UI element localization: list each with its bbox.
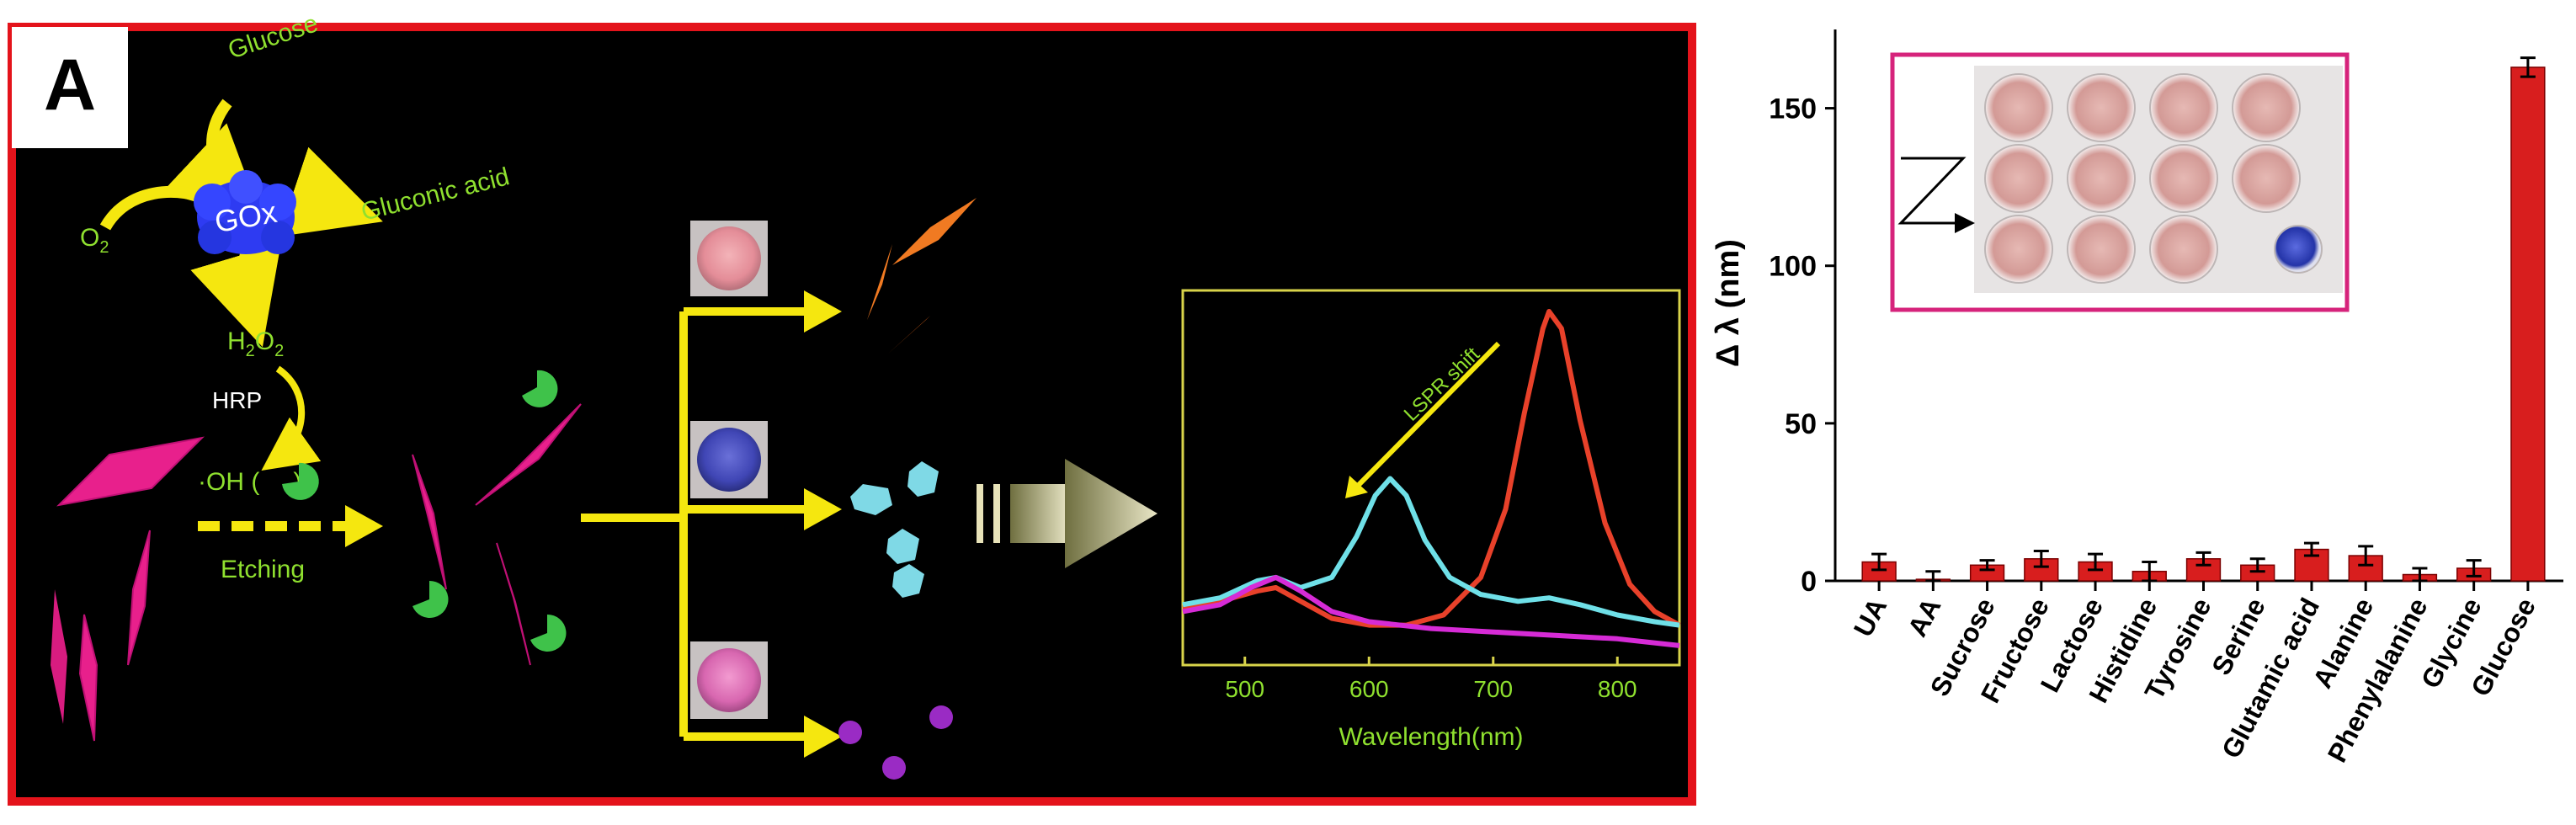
plate-well-pink <box>2149 73 2218 142</box>
lspr-shift-arrow <box>1349 341 1501 495</box>
bars <box>1861 56 2546 583</box>
x-tick-labels: UA AASucroseFructoseLactoseHistidineTyros… <box>1848 581 2541 767</box>
y-tick-label: 0 <box>1801 566 1817 598</box>
y-ticks: 0 50 100 150 <box>1769 93 1835 598</box>
big-transition-arrow <box>977 459 1158 568</box>
o2-label: O2 <box>80 224 109 257</box>
plate-well-pink <box>2232 144 2301 213</box>
y-axis-label: Δ λ (nm) <box>1711 239 1746 367</box>
spectrum-curve-3 <box>1182 574 1680 648</box>
gold-bipyramids-initial <box>51 436 205 742</box>
etched-bipyramids <box>412 370 582 666</box>
oh-radical-label: ·OH () <box>198 468 301 496</box>
orange-bipyramid-particles <box>867 198 977 354</box>
lspr-shift-arrowhead <box>1345 476 1368 498</box>
h2o2-label: H2O2 <box>227 327 284 360</box>
plate-well-pink <box>1984 73 2053 142</box>
hrp-label: HRP <box>212 387 262 413</box>
y-tick-label: 50 <box>1785 408 1817 440</box>
selectivity-bar-chart: 0 50 100 150 Δ λ (nm) UA AASucroseFructoseLa… <box>1711 29 2563 767</box>
cyan-particles <box>850 461 939 598</box>
spectrum-curve-1 <box>1182 309 1681 628</box>
purple-sphere-particles <box>838 705 953 780</box>
inner-spectrum-curves <box>1182 309 1681 648</box>
well-blue <box>690 421 768 498</box>
panel-a-schematic: A GOx Glucose Gluconic acid O2 H2O2 HRP … <box>8 9 1696 806</box>
plate-photo-inset <box>1890 52 2350 312</box>
radical-pacman-icon <box>282 462 319 500</box>
plate-well-pink <box>2232 73 2301 142</box>
plate-well-pink <box>2149 144 2218 213</box>
inner-x-ticks: 500 600 700 800 <box>1225 657 1637 702</box>
inner-lspr-plot: 500 600 700 800 Wavelength(nm) LSPR shift <box>1181 289 1681 751</box>
x-tick-label: UA <box>1848 593 1892 641</box>
etching-label: Etching <box>221 556 305 583</box>
z-order-arrow <box>1897 157 1975 233</box>
plate-well-blue <box>2274 225 2323 274</box>
plate-well-pink <box>2067 215 2136 284</box>
branch-arrows <box>581 290 842 758</box>
y-tick-label: 100 <box>1769 251 1817 283</box>
plate-well-pink <box>1984 144 2053 213</box>
inner-x-tick-label: 700 <box>1473 676 1513 702</box>
well-pink <box>690 221 768 296</box>
plate-well-pink <box>2067 73 2136 142</box>
panel-letter: A <box>44 45 96 125</box>
inner-x-tick-label: 800 <box>1598 676 1637 702</box>
well-magenta <box>690 641 768 719</box>
plate-well-pink <box>2067 144 2136 213</box>
bar-glucose <box>2510 67 2546 582</box>
plate-well-pink <box>2149 215 2218 284</box>
panel-letter-box <box>12 27 128 148</box>
hrp-arrow <box>261 365 322 471</box>
inner-x-tick-label: 600 <box>1349 676 1389 702</box>
x-tick-label: AA <box>1902 593 1946 641</box>
etching-arrow-head <box>345 505 383 547</box>
plate-wells <box>1984 73 2323 284</box>
y-tick-label: 150 <box>1769 93 1817 125</box>
inner-xlabel: Wavelength(nm) <box>1339 723 1524 751</box>
inner-plot-frame <box>1181 289 1681 667</box>
plate-well-pink <box>1984 215 2053 284</box>
gox-enzyme-icon: GOx <box>194 170 296 254</box>
inner-x-tick-label: 500 <box>1225 676 1264 702</box>
